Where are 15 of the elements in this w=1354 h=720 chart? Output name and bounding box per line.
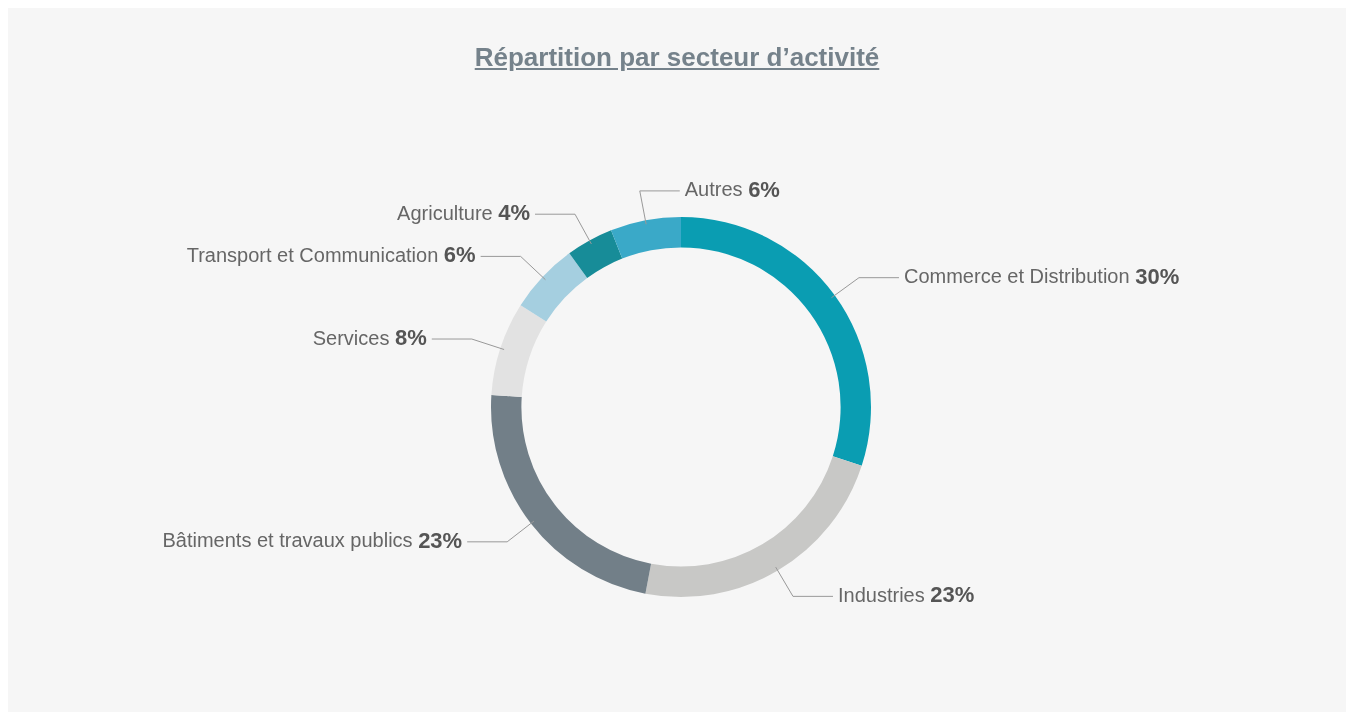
data-label: 4% [498, 200, 531, 226]
chart-title: Répartition par secteur d’activité [473, 42, 881, 73]
data-label: 23% [930, 582, 975, 608]
slice-label: Commerce et Distribution [903, 265, 1136, 288]
data-label: 6% [443, 242, 476, 268]
slice-label: Transport et Communication [186, 243, 444, 266]
slice-label: Industries [837, 583, 931, 606]
data-label: 30% [1135, 263, 1180, 289]
slice-label: Autres [684, 178, 749, 201]
slice-label: Services [312, 326, 395, 349]
data-label: 6% [748, 176, 780, 202]
data-label: 8% [394, 325, 427, 351]
data-label: 23% [418, 527, 463, 553]
slice-label: Bâtiments et travaux publics [162, 529, 419, 552]
slice-label: Agriculture [397, 201, 499, 224]
